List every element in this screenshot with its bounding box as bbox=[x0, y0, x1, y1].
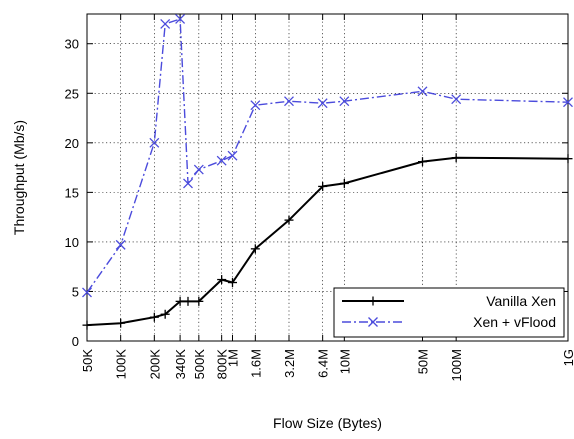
data-point-xen-vflood bbox=[227, 150, 238, 161]
data-point-xen-vflood bbox=[250, 100, 261, 111]
series-group bbox=[82, 13, 573, 330]
series-xen-vflood bbox=[82, 13, 573, 298]
data-point-xen-vflood bbox=[339, 96, 350, 107]
y-tick-label: 20 bbox=[65, 136, 79, 151]
y-tick-label: 5 bbox=[72, 284, 79, 299]
x-tick-label: 100M bbox=[449, 349, 464, 382]
y-tick-label: 0 bbox=[72, 334, 79, 349]
data-point-xen-vflood bbox=[451, 94, 462, 105]
y-tick-label: 25 bbox=[65, 86, 79, 101]
data-point-xen-vflood bbox=[115, 239, 126, 250]
y-axis-title: Throughput (Mb/s) bbox=[11, 120, 27, 235]
y-tick-label: 15 bbox=[65, 185, 79, 200]
x-tick-label: 6.4M bbox=[316, 349, 331, 378]
x-tick-label: 10M bbox=[337, 349, 352, 374]
x-tick-label: 100K bbox=[114, 349, 129, 380]
legend-marker-xen-vflood bbox=[368, 317, 378, 327]
series-line-vanilla-xen bbox=[86, 156, 569, 327]
data-point-xen-vflood bbox=[82, 287, 92, 298]
x-tick-label: 3.2M bbox=[282, 349, 297, 378]
x-tick-label: 800K bbox=[215, 349, 230, 380]
x-tick-label: 50M bbox=[416, 349, 431, 374]
data-point-xen-vflood bbox=[149, 137, 160, 148]
x-tick-label: 500K bbox=[192, 349, 207, 380]
data-point-xen-vflood bbox=[216, 155, 227, 166]
x-tick-label: 50K bbox=[80, 349, 95, 372]
legend-label-xen-vflood: Xen + vFlood bbox=[473, 314, 556, 330]
legend-marker-glyph bbox=[368, 317, 378, 327]
series-line-xen-vflood bbox=[86, 18, 569, 293]
x-tick-label: 1M bbox=[225, 349, 240, 367]
data-point-xen-vflood bbox=[193, 164, 204, 175]
data-point-xen-vflood bbox=[284, 96, 294, 107]
x-axis-title: Flow Size (Bytes) bbox=[273, 415, 382, 431]
y-tick-label: 10 bbox=[65, 235, 79, 250]
data-point-xen-vflood bbox=[563, 97, 573, 108]
plot-area-frame bbox=[86, 13, 569, 342]
legend-box bbox=[333, 287, 565, 338]
data-point-xen-vflood bbox=[183, 178, 193, 189]
series-vanilla-xen bbox=[82, 153, 573, 330]
data-point-xen-vflood bbox=[417, 86, 428, 97]
y-tick-label: 30 bbox=[65, 37, 79, 52]
legend-marker-vanilla-xen bbox=[368, 296, 378, 306]
data-point-xen-vflood bbox=[175, 13, 186, 24]
x-tick-label: 1.6M bbox=[248, 349, 263, 378]
data-point-xen-vflood bbox=[317, 98, 328, 109]
data-point-xen-vflood bbox=[160, 18, 171, 29]
x-tick-label: 200K bbox=[147, 349, 162, 380]
x-tick-label: 1G bbox=[561, 349, 574, 366]
legend: Vanilla Xen Xen + vFlood bbox=[333, 287, 565, 338]
legend-label-vanilla-xen: Vanilla Xen bbox=[486, 293, 556, 309]
x-tick-label: 340K bbox=[173, 349, 188, 380]
grid-lines bbox=[86, 14, 569, 342]
